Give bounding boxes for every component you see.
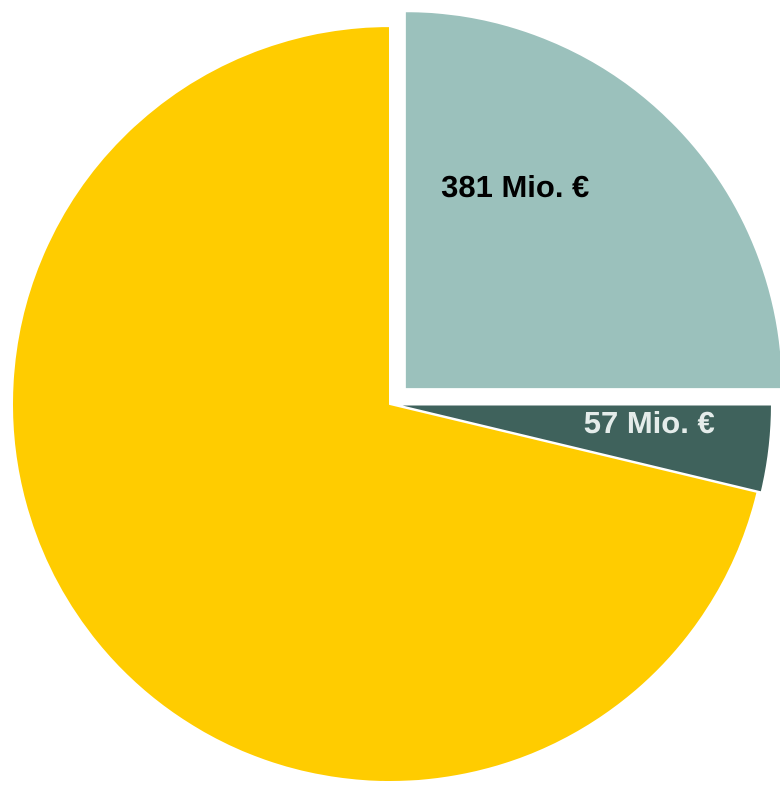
data-label: 381 Mio. € [441, 169, 589, 204]
pie-slice [11, 24, 759, 783]
pie-slice [393, 403, 773, 494]
pie-slice [403, 10, 780, 391]
data-label: 57 Mio. € [584, 405, 715, 440]
